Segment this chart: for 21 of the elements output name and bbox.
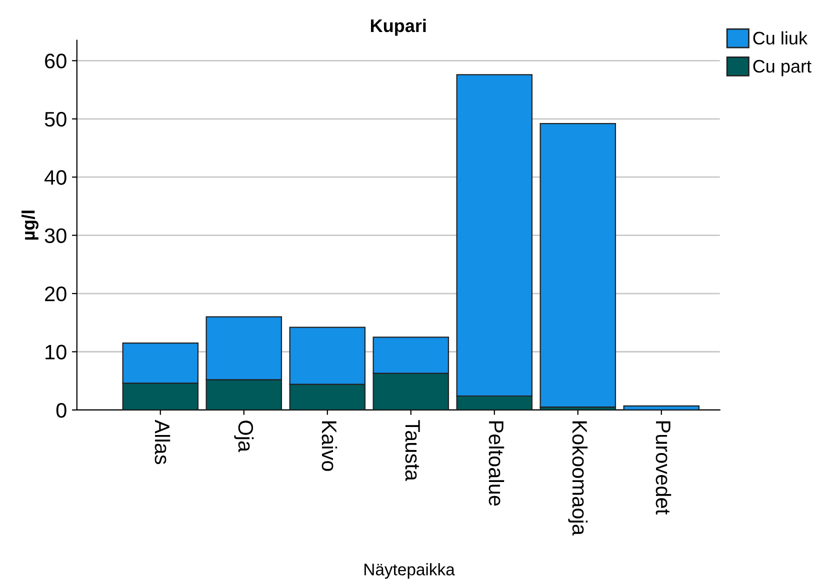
y-tick-label: 50 [44, 112, 66, 127]
x-tick-label: Purovedet [656, 421, 672, 515]
legend-label: Cu part [753, 60, 812, 76]
x-tick-label: Kaivo [322, 421, 338, 471]
y-tick-label: 40 [44, 170, 66, 185]
y-tick-label: 60 [45, 54, 66, 68]
x-tick-label: Kokoomaoja [568, 421, 588, 536]
legend-label: Cu liuk [753, 31, 808, 45]
x-axis-title: Näytepaikka [364, 563, 455, 579]
x-tick-label: Peltoalue [488, 421, 504, 506]
y-axis-title: µg/l [22, 210, 38, 240]
chart-title: Kupari [370, 18, 426, 36]
y-tick-label: 30 [44, 228, 66, 244]
y-tick-label: 10 [46, 344, 66, 360]
bar [623, 405, 700, 410]
x-tick-label: Oja [234, 420, 254, 452]
x-tick-label: Allas [154, 420, 170, 464]
bar [540, 122, 616, 408]
x-tick-label: Tausta [405, 420, 420, 482]
y-tick-label: 0 [56, 402, 66, 418]
y-tick-label: 20 [45, 286, 66, 302]
